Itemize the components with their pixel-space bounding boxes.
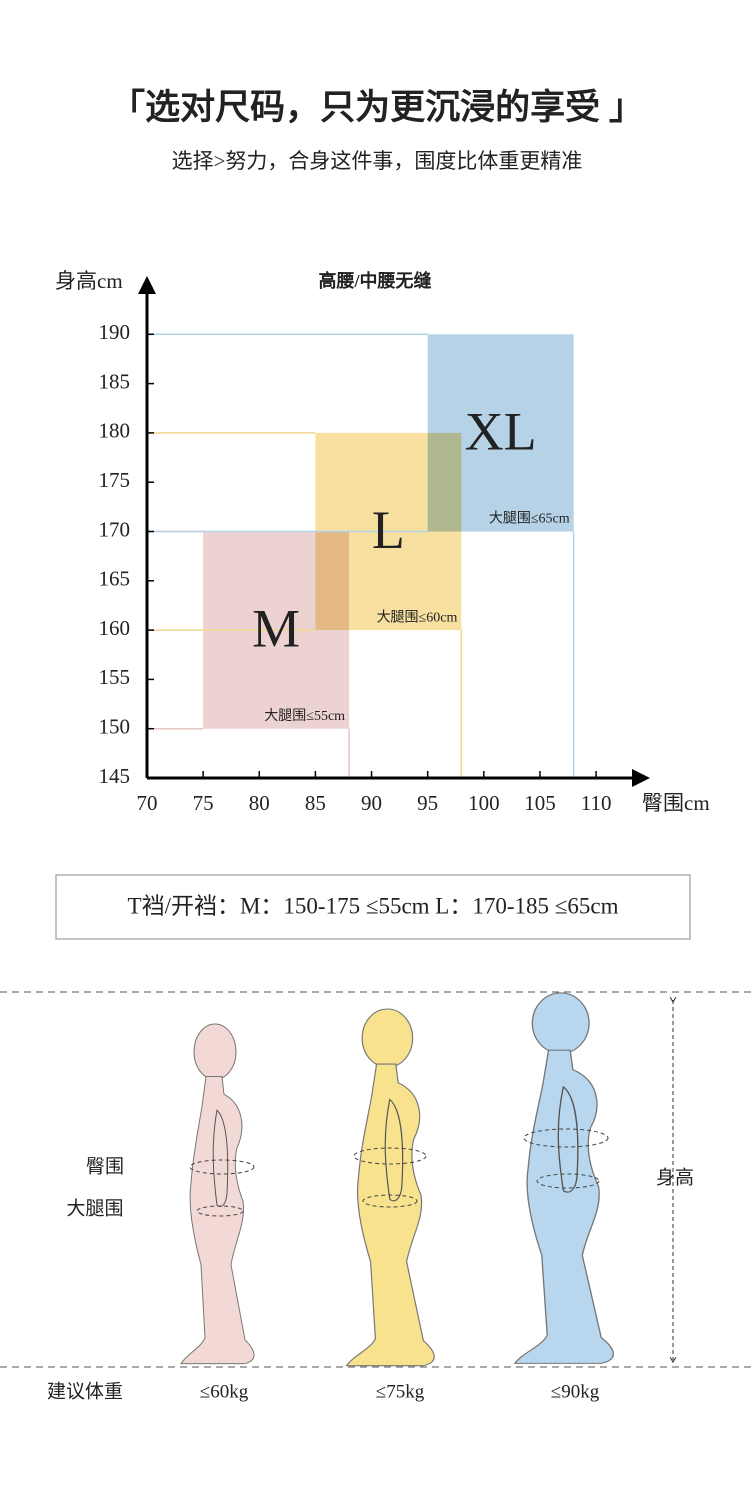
figure-xl — [514, 992, 615, 1365]
hip-ring — [189, 1159, 255, 1175]
x-axis-label: 臀围cm — [642, 791, 710, 815]
subtitle: 选择>努力，合身这件事，围度比体重更精准 — [172, 149, 583, 173]
x-tick-label: 85 — [305, 791, 326, 815]
y-tick-label: 170 — [99, 517, 131, 541]
note: T裆/开裆：M：150-175 ≤55cm L：170-185 ≤65cm — [128, 893, 619, 918]
thigh-label: 大腿围 — [66, 1197, 123, 1219]
y-tick-label: 175 — [99, 468, 131, 492]
y-tick-label: 160 — [99, 616, 131, 640]
weight-label: 建议体重 — [47, 1380, 123, 1402]
x-tick-label: 80 — [249, 791, 270, 815]
y-tick-label: 185 — [99, 369, 131, 393]
hip-label: 臀围 — [86, 1156, 124, 1177]
chart-title: 高腰/中腰无缝 — [318, 270, 431, 291]
thigh-ring — [196, 1205, 244, 1217]
region-label: 大腿围≤65cm — [489, 511, 570, 527]
x-tick-label: 110 — [581, 791, 612, 815]
height-label: 身高 — [656, 1166, 694, 1188]
title: 「选对尺码，只为更沉浸的享受 」 — [110, 88, 644, 127]
region-label: 大腿围≤55cm — [264, 708, 345, 724]
y-tick-label: 150 — [99, 715, 131, 739]
thigh-ring — [536, 1173, 600, 1189]
y-tick-label: 155 — [99, 665, 131, 689]
weight: ≤75kg — [376, 1381, 425, 1402]
y-tick-label: 180 — [99, 419, 131, 443]
x-tick-label: 90 — [361, 791, 382, 815]
x-tick-label: 95 — [417, 791, 438, 815]
figure-m — [180, 1023, 255, 1365]
size-label: XL — [465, 401, 537, 461]
hip-ring — [353, 1147, 427, 1165]
region — [427, 334, 574, 532]
chart: 高腰/中腰无缝 身高cm 臀围cm M 大腿围≤55cm L 大腿围≤60cm XL 大腿… — [55, 269, 710, 815]
figures: 臀围 大腿围 身高 建议体重 ≤60kg ≤75kg ≤90kg — [0, 991, 755, 1402]
figure-l — [346, 1008, 435, 1367]
regions — [147, 333, 575, 778]
y-axis-label: 身高cm — [55, 269, 123, 293]
thigh-ring — [362, 1194, 418, 1208]
size-label: M — [252, 598, 300, 658]
note-box — [55, 874, 691, 940]
x-tick-label: 100 — [468, 791, 500, 815]
weight: ≤60kg — [200, 1381, 249, 1402]
x-tick-label: 75 — [193, 791, 214, 815]
x-tick-label: 105 — [524, 791, 556, 815]
y-tick-label: 145 — [99, 764, 131, 788]
y-tick-label: 190 — [99, 320, 131, 344]
y-tick-label: 165 — [99, 567, 131, 591]
x-tick-label: 70 — [137, 791, 158, 815]
weight: ≤90kg — [551, 1381, 600, 1402]
region-label: 大腿围≤60cm — [377, 609, 458, 625]
size-label: L — [372, 500, 405, 560]
hip-ring — [523, 1128, 609, 1148]
